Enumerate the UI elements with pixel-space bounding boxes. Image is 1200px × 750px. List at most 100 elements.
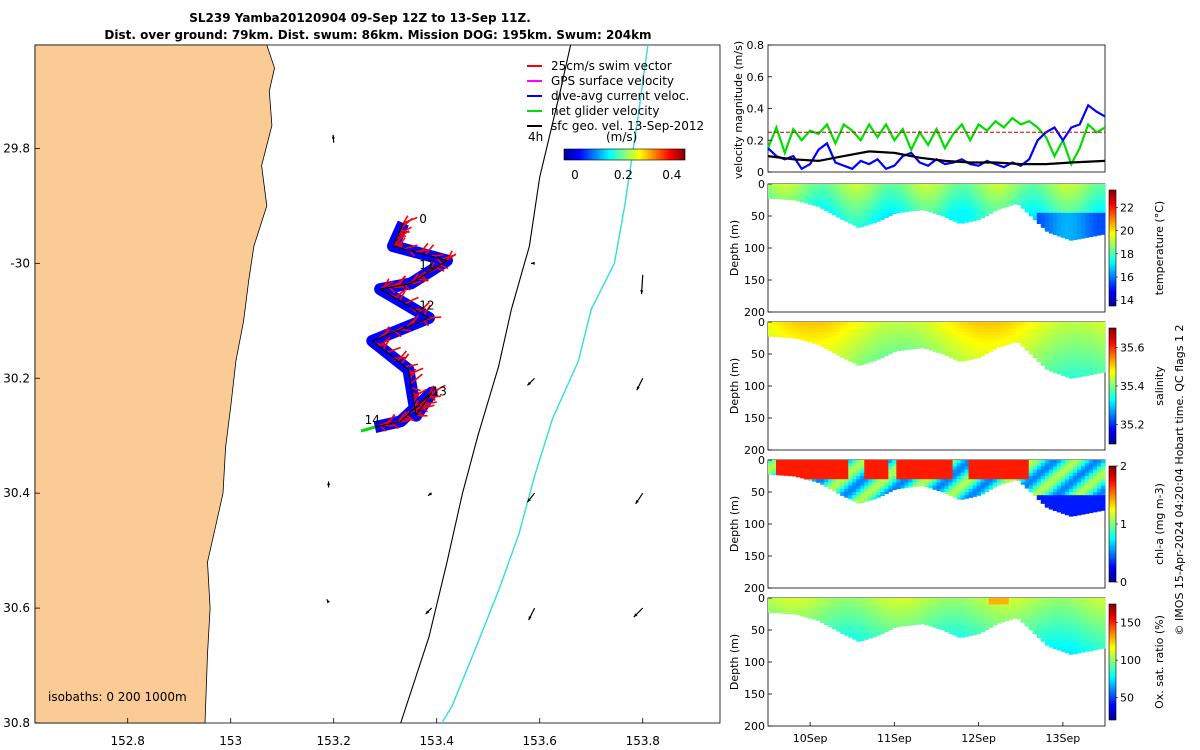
- section-cell: [884, 187, 889, 191]
- section-cell: [876, 492, 881, 496]
- section-cell: [784, 331, 789, 336]
- section-cell: [848, 193, 853, 198]
- section-cell: [1056, 373, 1062, 375]
- section-cell: [1064, 604, 1070, 609]
- section-cell: [828, 469, 833, 474]
- section-cell: [956, 495, 961, 499]
- section-cell: [868, 193, 873, 198]
- section-cell: [832, 617, 837, 621]
- section-cell: [1056, 620, 1062, 625]
- section-cell: [1000, 463, 1006, 467]
- section-cell: [1052, 642, 1058, 647]
- section-cell: [1024, 328, 1030, 333]
- section-cell: [864, 334, 869, 339]
- section-cell: [1092, 610, 1098, 615]
- section-cell: [1064, 460, 1070, 464]
- section-cell: [1080, 331, 1086, 336]
- section-cell: [1088, 607, 1094, 612]
- section-cell: [1092, 626, 1098, 631]
- section-cell: [880, 347, 885, 352]
- section-cell: [1008, 193, 1014, 198]
- section-cell: [1096, 485, 1102, 490]
- section-cell: [1004, 338, 1010, 342]
- section-cell: [1076, 184, 1082, 188]
- section-cell: [860, 617, 865, 621]
- section-cell: [820, 482, 825, 485]
- section-cell: [1076, 626, 1082, 631]
- section-cell: [880, 485, 885, 490]
- section-cell: [892, 610, 897, 615]
- section-cell: [864, 212, 869, 217]
- section-cell: [960, 184, 965, 188]
- section-cell: [824, 325, 829, 329]
- section-cell: [852, 331, 857, 336]
- section-cell: [1076, 598, 1082, 602]
- section-cell: [960, 495, 965, 499]
- section-cell: [1024, 338, 1030, 342]
- section-cell: [960, 187, 965, 191]
- section-cell: [900, 203, 905, 207]
- section-cell: [988, 328, 994, 333]
- section-cell: [944, 630, 949, 632]
- section-cell: [856, 614, 861, 618]
- section-cell: [828, 196, 833, 201]
- section-cell: [820, 472, 825, 477]
- section-cell: [876, 341, 881, 345]
- section-cell: [1100, 196, 1106, 201]
- section-cell: [956, 328, 961, 333]
- section-cell: [952, 209, 957, 214]
- section-cell: [848, 614, 853, 618]
- section-cell: [1100, 642, 1106, 647]
- section-cell: [824, 331, 829, 336]
- section-cell: [1048, 485, 1054, 490]
- section-cell: [808, 184, 813, 188]
- section-cell: [1100, 495, 1106, 499]
- section-cell: [976, 334, 982, 339]
- section-cell: [976, 469, 982, 474]
- section-cell: [912, 206, 917, 211]
- section-cell: [948, 485, 953, 490]
- section-cell: [924, 620, 929, 625]
- section-cell: [944, 485, 949, 490]
- section-cell: [1092, 363, 1098, 368]
- section-cell: [1024, 203, 1030, 207]
- section-cell: [1072, 360, 1078, 365]
- section-cell: [1020, 187, 1026, 191]
- section-cell: [908, 607, 913, 612]
- section-cell: [832, 338, 837, 342]
- section-cell: [944, 354, 949, 356]
- section-cell: [832, 206, 837, 211]
- section-cell: [996, 206, 1002, 210]
- section-cell: [964, 460, 969, 464]
- swim-vector: [430, 253, 444, 257]
- section-cell: [856, 338, 861, 342]
- section-cell: [1024, 184, 1030, 188]
- section-cell: [932, 614, 937, 618]
- section-cell: [936, 626, 941, 629]
- swim-vector: [382, 339, 390, 350]
- section-cell: [896, 472, 901, 477]
- section-cell: [1032, 184, 1038, 188]
- section-cell: [1064, 331, 1070, 336]
- section-y-tick-label: 0: [758, 316, 765, 329]
- section-cell: [1008, 617, 1014, 620]
- section-cell: [852, 488, 857, 493]
- section-cell: [1084, 357, 1090, 361]
- section-cell: [828, 485, 833, 490]
- section-cell: [776, 193, 781, 198]
- section-cell: [804, 190, 809, 195]
- section-cell: [768, 472, 773, 475]
- section-cell: [1048, 222, 1054, 227]
- section-cell: [836, 607, 841, 612]
- section-cell: [868, 492, 873, 496]
- section-cell: [1096, 190, 1102, 195]
- section-cell: [984, 620, 990, 625]
- section-cell: [900, 196, 905, 201]
- section-cell: [928, 472, 933, 477]
- section-cell: [984, 607, 990, 612]
- section-cell: [876, 322, 881, 326]
- section-cell: [1044, 187, 1050, 191]
- section-cell: [780, 601, 785, 605]
- section-cell: [820, 469, 825, 474]
